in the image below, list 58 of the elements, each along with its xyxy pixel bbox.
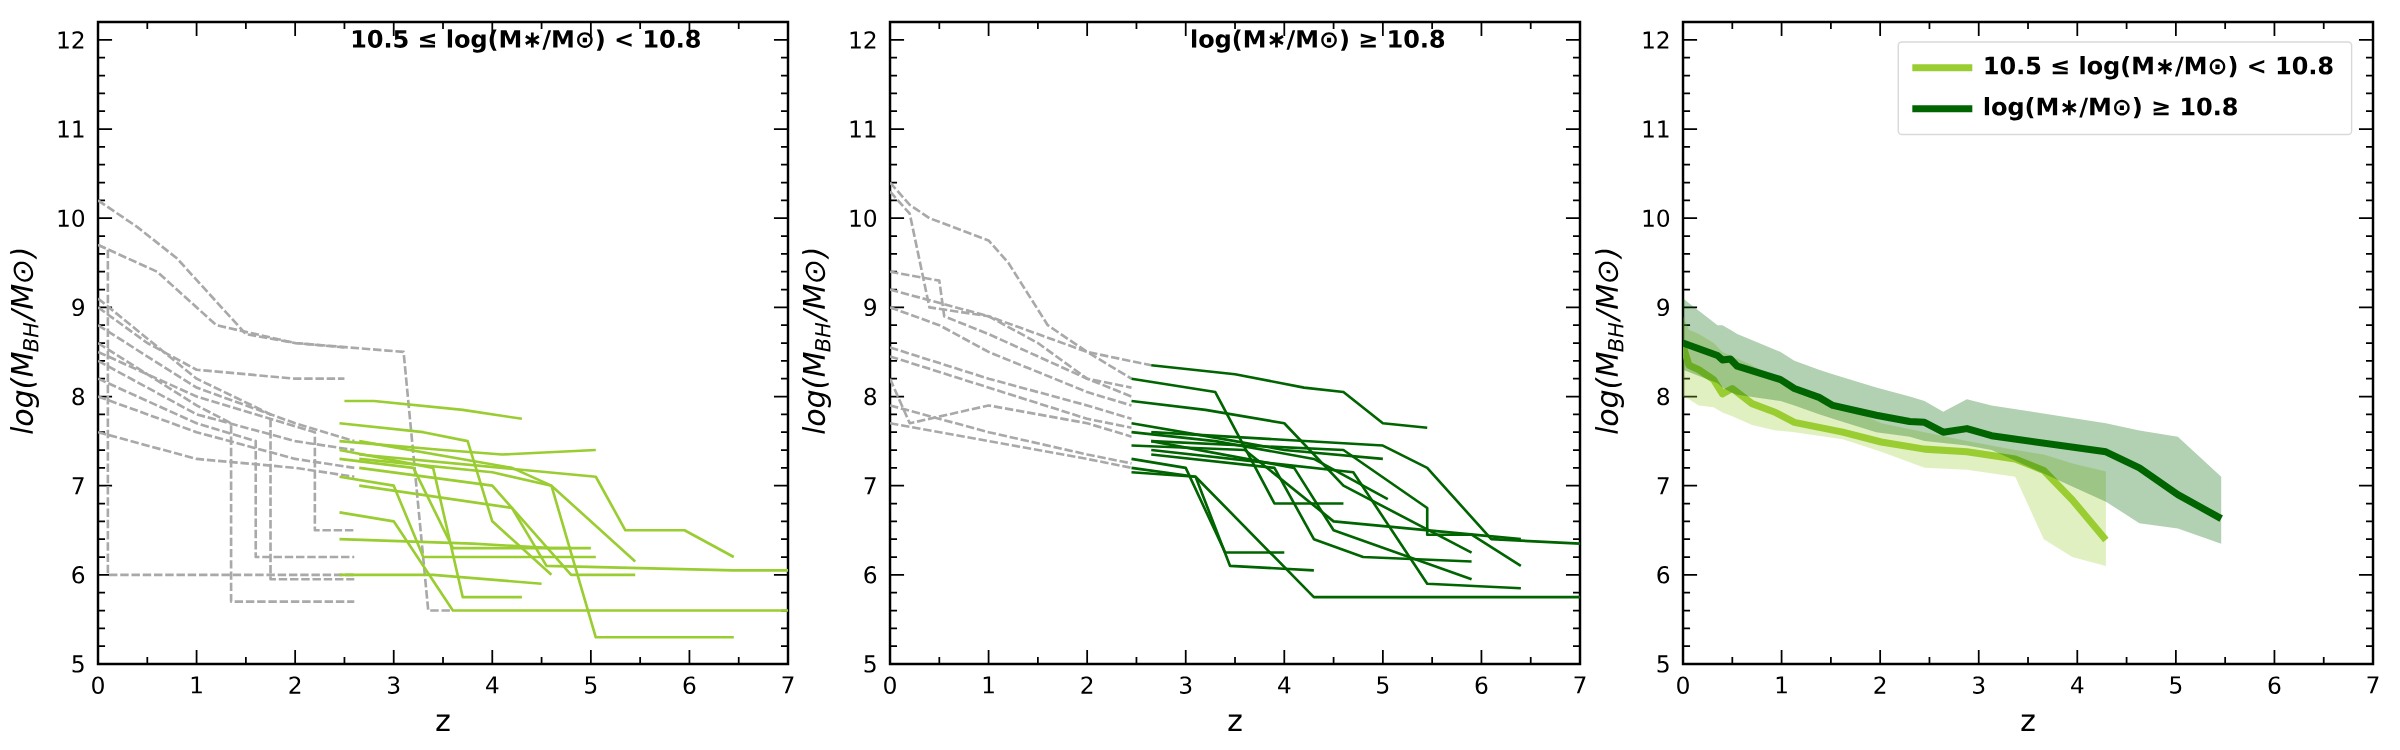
y-tick-label: 10 (58, 209, 85, 227)
y-tick-label: 5 (72, 655, 84, 673)
x-tick-label: 6 (1475, 676, 1488, 694)
y-axis-title: log(M$_{BH}$/M⊙) (1595, 249, 1624, 434)
x-tick-label: 2 (1874, 676, 1886, 694)
y-axis-title: log(M$_{BH}$/M⊙) (10, 249, 39, 434)
y-tick-label: 5 (1657, 655, 1669, 673)
y-tick-label: 6 (72, 566, 85, 584)
x-tick-label: 3 (1973, 676, 1985, 694)
x-tick-label: 1 (983, 676, 994, 694)
y-tick-label: 12 (1643, 31, 1669, 49)
x-tick-label: 3 (388, 676, 400, 694)
x-tick-label: 1 (1776, 676, 1787, 694)
y-tick-label: 9 (864, 298, 876, 317)
x-tick-label: 5 (585, 676, 597, 694)
y-tick-label: 7 (864, 477, 876, 495)
x-tick-label: 0 (884, 676, 896, 694)
x-axis-title: z (1228, 714, 1242, 731)
y-tick-label: 6 (864, 566, 877, 584)
x-tick-label: 6 (2268, 676, 2281, 694)
y-tick-label: 9 (1657, 298, 1669, 317)
y-tick-label: 11 (850, 120, 876, 138)
y-tick-label: 7 (72, 477, 84, 495)
x-tick-label: 7 (2367, 676, 2379, 694)
y-tick-label: 12 (850, 31, 876, 49)
x-tick-label: 7 (782, 676, 794, 694)
x-tick-label: 2 (1081, 676, 1093, 694)
x-tick-label: 7 (1574, 676, 1586, 694)
y-tick-label: 11 (58, 120, 84, 138)
y-tick-label: 9 (72, 298, 84, 317)
legend-label: 10.5 ≤ log(M∗/M⊙) < 10.8 (1985, 56, 2333, 80)
x-tick-label: 4 (486, 676, 499, 694)
x-tick-label: 4 (2071, 676, 2084, 694)
chart-title: 10.5 ≤ log(M∗/M⊙) < 10.8 (352, 29, 700, 53)
y-axis-title: log(M$_{BH}$/M⊙) (802, 249, 831, 434)
y-tick-label: 7 (1657, 477, 1669, 495)
legend-label: log(M∗/M⊙) ≥ 10.8 (1984, 97, 2237, 121)
y-tick-label: 10 (850, 209, 877, 227)
x-tick-label: 4 (1278, 676, 1291, 694)
y-tick-label: 8 (72, 387, 85, 406)
y-tick-label: 6 (1657, 566, 1670, 584)
x-tick-label: 3 (1180, 676, 1192, 694)
y-tick-label: 11 (1643, 120, 1669, 138)
x-tick-label: 0 (1677, 676, 1689, 694)
y-tick-label: 10 (1643, 209, 1670, 227)
y-tick-label: 8 (864, 387, 877, 406)
x-tick-label: 5 (1377, 676, 1389, 694)
y-tick-label: 12 (58, 31, 84, 49)
y-tick-label: 5 (864, 655, 876, 673)
y-tick-label: 8 (1657, 387, 1670, 406)
x-tick-label: 0 (92, 676, 104, 694)
x-tick-label: 5 (2170, 676, 2182, 694)
x-tick-label: 6 (683, 676, 696, 694)
chart-title: log(M∗/M⊙) ≥ 10.8 (1192, 29, 1445, 53)
x-tick-label: 2 (289, 676, 301, 694)
x-tick-label: 1 (191, 676, 202, 694)
x-axis-title: z (436, 714, 450, 731)
x-axis-title: z (2021, 714, 2035, 731)
